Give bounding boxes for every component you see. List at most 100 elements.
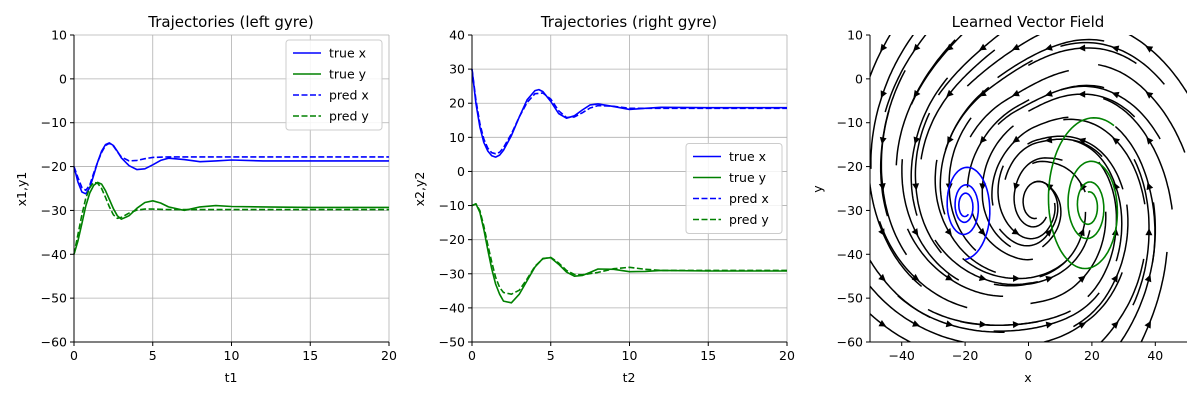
x-axis-label-left: t1 — [225, 370, 238, 385]
streamline-arrow — [912, 320, 920, 327]
series-lines-right — [471, 68, 787, 304]
streamline-arrow — [945, 274, 953, 281]
x-tick-label: 0 — [468, 348, 476, 363]
streamline-arrow — [1145, 228, 1153, 236]
streamline — [870, 312, 912, 342]
streamline — [962, 257, 1070, 280]
streamline — [1039, 211, 1087, 278]
panel-right-gyre: Trajectories (right gyre) 0 5 10 15 20 40 30 20… — [412, 13, 795, 385]
streamline-arrow — [878, 273, 886, 282]
y-tick-label: −50 — [41, 291, 67, 306]
streamline-arrow — [1144, 320, 1151, 329]
grid-right — [471, 34, 788, 343]
streamline-arrow — [1111, 274, 1118, 283]
streamline — [870, 284, 967, 342]
streamline-arrow — [879, 136, 887, 145]
streamline-arrow — [1012, 43, 1020, 51]
x-tick-label: 15 — [302, 348, 318, 363]
x-tick-label: 20 — [779, 348, 795, 363]
streamline-arrow — [1113, 182, 1120, 191]
streamline-arrow — [1111, 45, 1120, 53]
y-tick-label: −30 — [41, 203, 67, 218]
streamline-arrow — [1145, 91, 1154, 99]
streamline-arrow — [944, 228, 952, 236]
streamline — [1128, 35, 1187, 94]
legend-label: true y — [329, 67, 367, 82]
x-tick-label: 15 — [700, 348, 716, 363]
streamline — [870, 35, 891, 79]
streamline-arrow — [1078, 322, 1087, 329]
x-tick-label: 20 — [381, 348, 397, 363]
streamline-arrow — [978, 274, 987, 281]
streamline-arrow — [1146, 182, 1154, 191]
streamline — [870, 35, 914, 169]
x-axis-label-field: x — [1024, 370, 1031, 385]
streamline-arrow — [1012, 135, 1021, 143]
legend-left: true x true y pred x pred y — [285, 39, 383, 131]
y-tick-label: −30 — [837, 203, 863, 218]
streamline — [914, 112, 942, 254]
streamline — [1140, 251, 1168, 342]
streamline — [966, 35, 1041, 87]
y-tick-label: 0 — [457, 164, 465, 179]
y-axis-label-left: x1,y1 — [14, 172, 29, 207]
y-tick-label: −50 — [837, 291, 863, 306]
streamline-arrow — [1078, 275, 1086, 283]
streamline-arrow — [1011, 227, 1020, 235]
legend-label: true x — [329, 46, 366, 61]
streamline-arrow — [1078, 90, 1086, 98]
streamline — [969, 69, 1069, 138]
streamline-arrow — [1112, 137, 1120, 145]
streamline — [966, 99, 1030, 188]
panel-left-gyre: Trajectories (left gyre) 0 5 10 15 20 10 0 −10 −… — [14, 13, 397, 385]
x-tick-label: 0 — [70, 348, 78, 363]
axes-field: −40 −20 0 20 40 10 0 −10 −20 −30 −40 −50 −60 — [837, 28, 1187, 363]
legend-right: true x true y pred x pred y — [685, 143, 783, 234]
streamline-arrow — [1045, 90, 1053, 97]
streamline — [971, 212, 1033, 261]
streamline — [1028, 93, 1136, 118]
x-tick-label: 0 — [1025, 348, 1033, 363]
x-axis-label-right: t2 — [623, 370, 636, 385]
streamline-arrow — [913, 136, 921, 145]
x-tick-label: 20 — [1084, 348, 1100, 363]
streamline — [878, 220, 968, 309]
streamline-arrow — [1078, 44, 1086, 52]
streamline-arrow — [1045, 44, 1053, 51]
series-lines-left — [73, 142, 389, 255]
streamline — [937, 35, 1000, 96]
legend-label: true x — [729, 149, 766, 164]
streamline — [1100, 258, 1145, 342]
y-tick-label: 10 — [51, 28, 67, 43]
y-tick-label: −10 — [837, 115, 863, 130]
streamline-arrow — [979, 183, 987, 191]
panel-vector-field: Learned Vector Field −40 −20 0 20 40 10 0 −10 −2… — [810, 13, 1187, 385]
y-tick-label: −20 — [439, 232, 465, 247]
streamline-arrow — [1111, 91, 1120, 99]
streamline — [991, 116, 1069, 206]
y-tick-label: 20 — [449, 96, 465, 111]
streamline-arrow — [1078, 137, 1086, 145]
streamline-arrow — [1013, 182, 1020, 191]
streamline-arrow — [913, 43, 921, 52]
streamline-arrow — [945, 320, 954, 328]
y-axis-label-right: x2,y2 — [412, 172, 427, 207]
streamline-arrow — [880, 43, 888, 52]
legend-label: pred x — [729, 191, 769, 206]
y-tick-label: −60 — [41, 335, 67, 350]
series-line-true-y — [73, 181, 389, 255]
streamlines — [870, 35, 1187, 342]
x-tick-label: 40 — [1147, 348, 1163, 363]
field-trajectories — [946, 116, 1119, 270]
legend-label: true y — [729, 170, 767, 185]
streamline-arrow — [1044, 136, 1053, 144]
streamline-arrow — [1013, 274, 1020, 282]
series-line-pred-x — [471, 68, 787, 155]
y-tick-label: −50 — [439, 335, 465, 350]
y-tick-label: 40 — [449, 28, 465, 43]
trajectory-left-gyre — [946, 166, 991, 261]
chart-title-right: Trajectories (right gyre) — [540, 13, 717, 31]
streamline — [1032, 160, 1086, 193]
x-tick-label: 10 — [622, 348, 638, 363]
y-tick-label: −10 — [41, 115, 67, 130]
